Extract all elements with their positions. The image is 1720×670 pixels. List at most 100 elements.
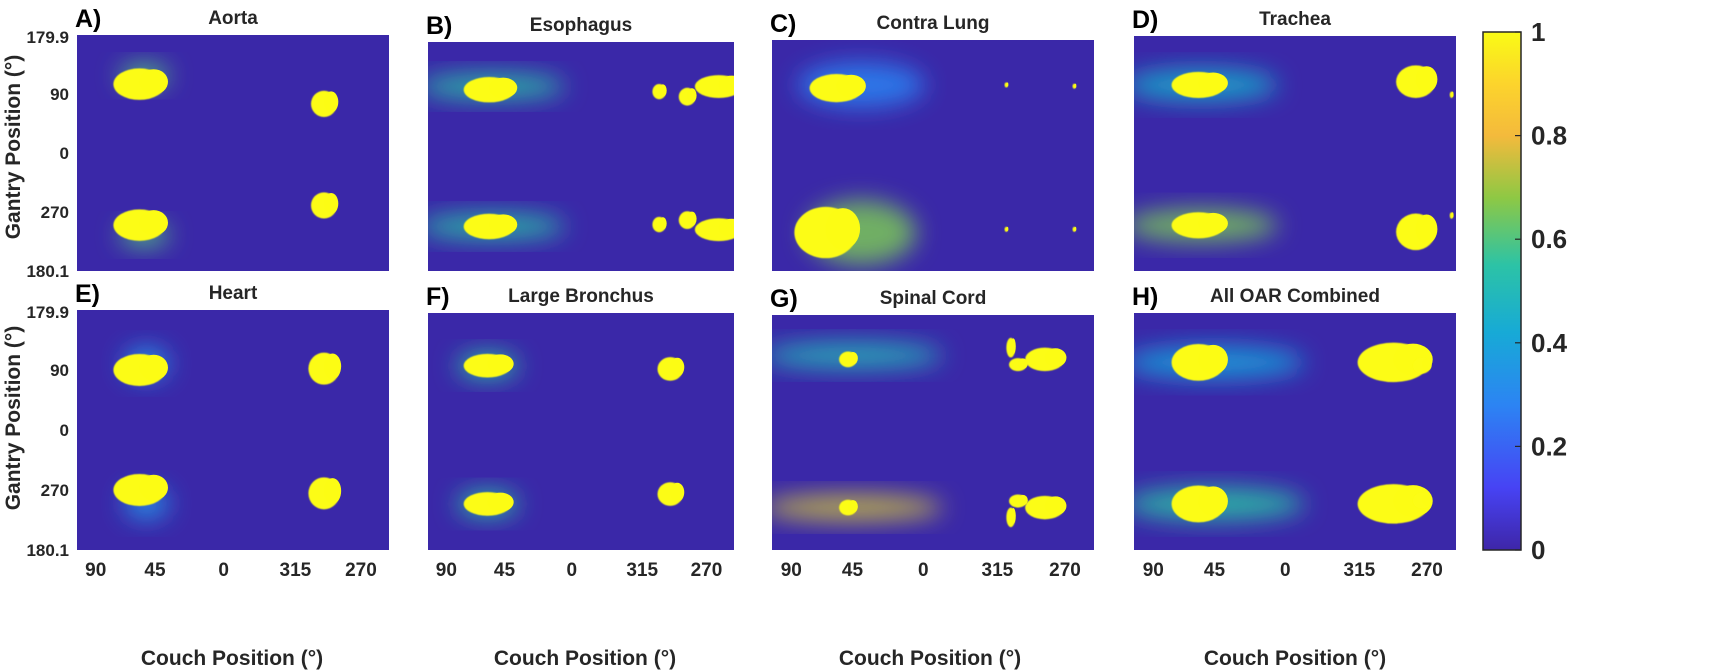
heatmap-cell bbox=[1415, 66, 1438, 93]
panel-letter: E) bbox=[75, 280, 100, 308]
heatmap-cell bbox=[139, 354, 168, 381]
heatmap-cell bbox=[670, 482, 685, 502]
heatmap-cell bbox=[1074, 83, 1077, 88]
panel-letter: G) bbox=[770, 285, 798, 313]
heatmap-cell bbox=[1006, 226, 1009, 231]
colorbar-tick-label: 0 bbox=[1531, 535, 1545, 565]
x-tick-label: 45 bbox=[1204, 560, 1226, 581]
x-tick-label: 45 bbox=[842, 560, 864, 581]
x-axis-label-4: Couch Position (°) bbox=[1204, 647, 1386, 670]
x-tick-label: 315 bbox=[626, 560, 658, 581]
heatmap-cell bbox=[836, 74, 866, 98]
panel-letter: C) bbox=[770, 10, 796, 38]
x-tick-label: 90 bbox=[436, 560, 457, 581]
y-axis-label-top: Gantry Position (°) bbox=[2, 55, 25, 240]
y-tick-label: 179.9 bbox=[26, 28, 69, 47]
panel-title: Trachea bbox=[1259, 9, 1331, 30]
panel-background bbox=[77, 310, 389, 550]
heatmap-cell bbox=[1044, 496, 1067, 516]
panel-heatmap bbox=[794, 62, 1077, 265]
heatmap-cell bbox=[489, 77, 518, 98]
heatmap-cell bbox=[1198, 212, 1228, 234]
heatmap-cell bbox=[487, 354, 514, 374]
x-tick-label: 270 bbox=[1411, 560, 1443, 581]
heatmap-cell bbox=[1422, 358, 1432, 371]
x-tick-label: 90 bbox=[1143, 560, 1164, 581]
heatmap-cell bbox=[848, 500, 858, 513]
panel-heatmap bbox=[456, 352, 685, 518]
panel-5: Heart E) 179.9 90 0 270 180.1 90 45 0 315 270 bbox=[26, 280, 389, 581]
panel-title: Esophagus bbox=[530, 15, 632, 36]
panel-heatmap bbox=[428, 73, 734, 242]
heatmap-cell bbox=[1017, 494, 1028, 506]
panel-title: Contra Lung bbox=[877, 13, 990, 34]
heatmap-cell bbox=[1422, 493, 1432, 506]
x-tick-label: 270 bbox=[345, 560, 377, 581]
heatmap-cell bbox=[1198, 344, 1228, 375]
panel-heatmap bbox=[113, 346, 342, 520]
colorbar-tick-label: 0.4 bbox=[1531, 328, 1568, 358]
y-tick-label: 270 bbox=[41, 203, 69, 222]
heatmap-cell bbox=[694, 75, 734, 98]
heatmap-cell bbox=[687, 88, 697, 103]
panel-3: Contra Lung C) bbox=[770, 10, 1094, 271]
x-axis-label-1: Couch Position (°) bbox=[141, 647, 323, 670]
heatmap-cell bbox=[825, 208, 861, 250]
heatmap-cell bbox=[487, 492, 514, 512]
colorbar: 0 0.2 0.4 0.6 0.8 1 bbox=[1482, 17, 1568, 565]
heatmap-cell bbox=[659, 84, 667, 97]
heatmap-cell bbox=[670, 357, 685, 377]
panel-letter: H) bbox=[1132, 283, 1158, 311]
x-tick-label: 315 bbox=[280, 560, 312, 581]
panel-letter: B) bbox=[426, 12, 452, 40]
panel-letter: A) bbox=[75, 5, 101, 33]
panel-heatmap bbox=[772, 337, 1067, 528]
heatmap-cell bbox=[324, 91, 339, 113]
heatmap-cell bbox=[1451, 91, 1454, 97]
y-tick-label: 180.1 bbox=[26, 541, 69, 560]
y-tick-label: 0 bbox=[60, 421, 69, 440]
panel-title: All OAR Combined bbox=[1210, 286, 1380, 307]
heatmap-cell bbox=[848, 351, 858, 365]
y-tick-label: 179.9 bbox=[26, 303, 69, 322]
panel-title: Aorta bbox=[208, 8, 258, 29]
x-tick-label: 90 bbox=[781, 560, 802, 581]
colorbar-gradient bbox=[1482, 31, 1522, 551]
x-axis-label-2: Couch Position (°) bbox=[494, 647, 676, 670]
x-tick-label: 90 bbox=[85, 560, 106, 581]
panel-4: Trachea D) bbox=[1132, 6, 1456, 271]
heatmap-glow bbox=[772, 342, 943, 369]
y-axis-label-bottom: Gantry Position (°) bbox=[2, 326, 25, 511]
x-tick-label: 315 bbox=[1344, 560, 1376, 581]
panel-7: Spinal Cord G) 90 45 0 315 270 bbox=[770, 285, 1094, 581]
x-tick-label: 45 bbox=[494, 560, 516, 581]
heatmap-cell bbox=[139, 69, 168, 95]
panel-title: Large Bronchus bbox=[508, 286, 654, 307]
panel-letter: F) bbox=[426, 283, 450, 311]
x-tick-label: 0 bbox=[1280, 560, 1291, 581]
panel-title: Heart bbox=[209, 283, 258, 304]
panel-heatmap bbox=[113, 63, 339, 247]
heatmap-cell bbox=[718, 218, 734, 238]
heatmap-panels: Aorta A) 179.9 90 0 270 180.1 Esophagus B) Contra… bbox=[26, 5, 1456, 581]
heatmap-cell bbox=[489, 214, 518, 235]
y-tick-label: 90 bbox=[50, 85, 69, 104]
colorbar-tick-label: 0.2 bbox=[1531, 431, 1567, 461]
panel-title: Spinal Cord bbox=[880, 288, 987, 309]
x-tick-label: 0 bbox=[918, 560, 929, 581]
heatmap-cell bbox=[1010, 508, 1016, 524]
axes-labels: Gantry Position (°) Gantry Position (°) … bbox=[2, 55, 1386, 670]
heatmap-cell bbox=[1074, 226, 1077, 231]
heatmap-cell bbox=[1044, 348, 1067, 368]
heatmap-cell bbox=[1198, 72, 1228, 94]
heatmap-cell bbox=[139, 210, 168, 236]
colorbar-tick-label: 1 bbox=[1531, 17, 1545, 47]
y-tick-label: 180.1 bbox=[26, 262, 69, 281]
panel-1: Aorta A) 179.9 90 0 270 180.1 bbox=[26, 5, 389, 281]
heatmap-cell bbox=[659, 217, 667, 230]
y-tick-label: 90 bbox=[50, 361, 69, 380]
heatmap-cell bbox=[694, 218, 734, 242]
heatmap-cell bbox=[1198, 486, 1228, 516]
panel-6: Large Bronchus F) 90 45 0 315 270 bbox=[426, 283, 734, 581]
